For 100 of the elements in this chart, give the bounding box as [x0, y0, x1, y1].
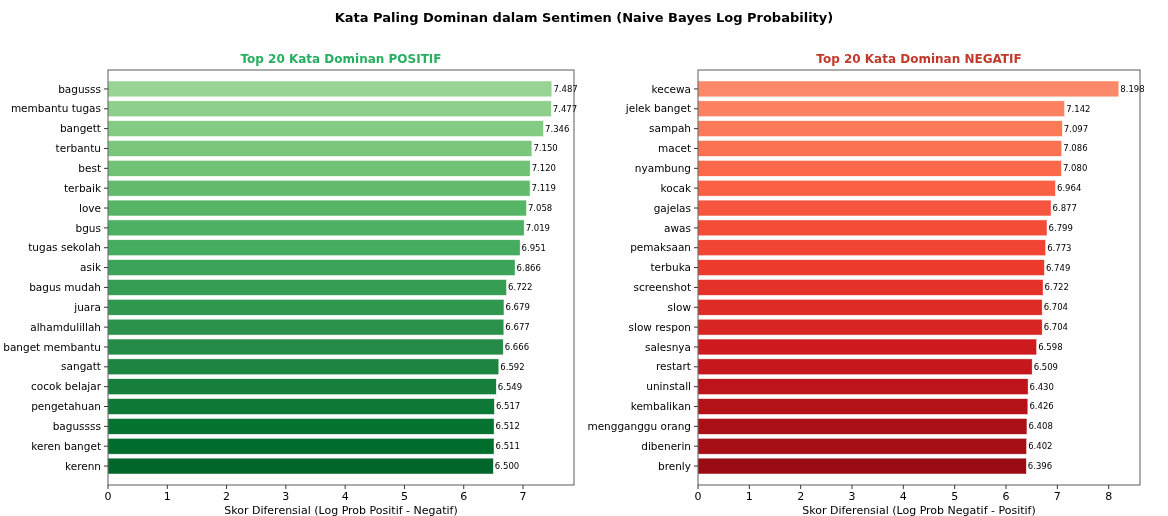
bar [107, 140, 533, 157]
y-tick-label: kembalikan [630, 400, 691, 413]
x-tick-label: 6 [1002, 490, 1010, 503]
data-label: 6.592 [500, 361, 525, 372]
bar [107, 100, 552, 117]
data-label: 6.408 [1028, 421, 1053, 432]
y-tick-label: love [78, 201, 101, 214]
y-tick-label: terbuka [650, 261, 691, 274]
x-tick-label: 1 [745, 490, 753, 503]
x-tick-label: 2 [223, 490, 231, 503]
bar [107, 338, 504, 356]
bar [697, 120, 1063, 137]
x-tick-label: 5 [400, 490, 408, 503]
bar [697, 239, 1046, 256]
x-tick-label: 3 [282, 490, 290, 503]
y-tick-label: bangett [59, 122, 101, 135]
data-label: 6.511 [495, 441, 520, 452]
data-label: 6.517 [495, 401, 521, 412]
data-label: 7.142 [1066, 103, 1091, 114]
x-tick-label: 4 [899, 490, 907, 503]
y-tick-label: bagussss [52, 420, 101, 433]
y-tick-label: tugas sekolah [28, 241, 101, 254]
bar [697, 358, 1033, 376]
data-label: 7.346 [545, 123, 570, 134]
data-label: 7.119 [531, 183, 556, 194]
bar [697, 259, 1045, 276]
bar [107, 239, 521, 256]
bar [107, 378, 497, 395]
data-label: 6.430 [1029, 381, 1054, 392]
x-tick-label: 5 [951, 490, 959, 503]
bar [697, 80, 1120, 98]
x-tick-label: 4 [341, 490, 349, 503]
y-tick-label: best [78, 162, 101, 174]
y-tick-label: membantu tugas [10, 102, 101, 115]
bar [697, 418, 1028, 435]
y-tick-label: dibenerin [641, 439, 691, 452]
data-label: 6.426 [1029, 401, 1054, 412]
bar [697, 199, 1052, 217]
bar [107, 80, 553, 98]
bar [697, 100, 1065, 117]
x-axis-title: Skor Diferensial (Log Prob Positif - Negatif) [224, 504, 458, 516]
data-label: 7.019 [525, 222, 550, 233]
y-tick-label: terbantu [55, 142, 101, 155]
bar [697, 279, 1044, 296]
bar [697, 140, 1063, 157]
data-label: 6.964 [1057, 183, 1082, 194]
data-label: 6.512 [495, 421, 520, 432]
y-tick-label: screenshot [633, 281, 691, 294]
bar [107, 457, 494, 475]
y-tick-label: kecewa [651, 82, 691, 95]
data-label: 7.086 [1063, 143, 1088, 154]
data-label: 6.679 [505, 302, 530, 313]
y-tick-label: kocak [660, 181, 692, 194]
data-label: 6.402 [1028, 441, 1053, 452]
y-tick-label: juara [73, 300, 101, 313]
bar [107, 120, 544, 137]
y-tick-label: gajelas [653, 201, 691, 214]
bar [107, 438, 495, 455]
data-label: 6.951 [521, 242, 546, 253]
y-tick-label: jelek banget [624, 102, 691, 115]
y-tick-label: restart [655, 360, 691, 373]
y-tick-label: awas [664, 221, 691, 234]
y-tick-label: bagusss [58, 82, 101, 95]
data-label: 7.058 [527, 203, 553, 213]
y-tick-label: keren banget [31, 439, 101, 452]
data-label: 6.866 [516, 262, 541, 273]
bar [697, 398, 1029, 415]
data-label: 6.799 [1048, 222, 1073, 233]
y-tick-label: alhamdulillah [30, 320, 101, 333]
data-label: 6.549 [497, 381, 523, 392]
data-label: 6.704 [1043, 302, 1068, 313]
x-axis-title: Skor Diferensial (Log Prob Negatif - Positif) [802, 504, 1036, 516]
data-label: 6.509 [1033, 361, 1058, 372]
y-tick-label: bagus mudah [29, 281, 101, 294]
data-label: 6.704 [1043, 322, 1068, 333]
bar [107, 398, 495, 415]
x-tick-label: 2 [797, 490, 805, 503]
y-tick-label: mengganggu orang [587, 420, 691, 433]
bar [107, 199, 527, 217]
data-label: 6.773 [1047, 242, 1072, 253]
x-tick-label: 0 [694, 490, 702, 503]
x-tick-label: 7 [519, 490, 527, 503]
y-tick-label: salesnya [644, 340, 691, 353]
y-tick-label: terbaik [64, 181, 102, 194]
bar [107, 179, 531, 197]
y-tick-label: nyambung [634, 162, 691, 174]
bar [697, 179, 1056, 197]
bar [697, 299, 1043, 316]
data-label: 7.477 [552, 103, 578, 114]
y-tick-label: slow respon [628, 320, 691, 333]
y-tick-label: macet [657, 142, 691, 155]
chart-title: Top 20 Kata Dominan POSITIF [240, 52, 442, 66]
y-tick-label: sangatt [61, 360, 101, 373]
data-label: 6.500 [494, 461, 520, 472]
bar [107, 219, 525, 237]
x-tick-label: 6 [460, 490, 468, 503]
data-label: 6.677 [505, 322, 530, 333]
x-tick-label: 1 [163, 490, 171, 503]
data-label: 6.722 [1044, 282, 1069, 293]
y-tick-label: brenly [658, 459, 691, 472]
